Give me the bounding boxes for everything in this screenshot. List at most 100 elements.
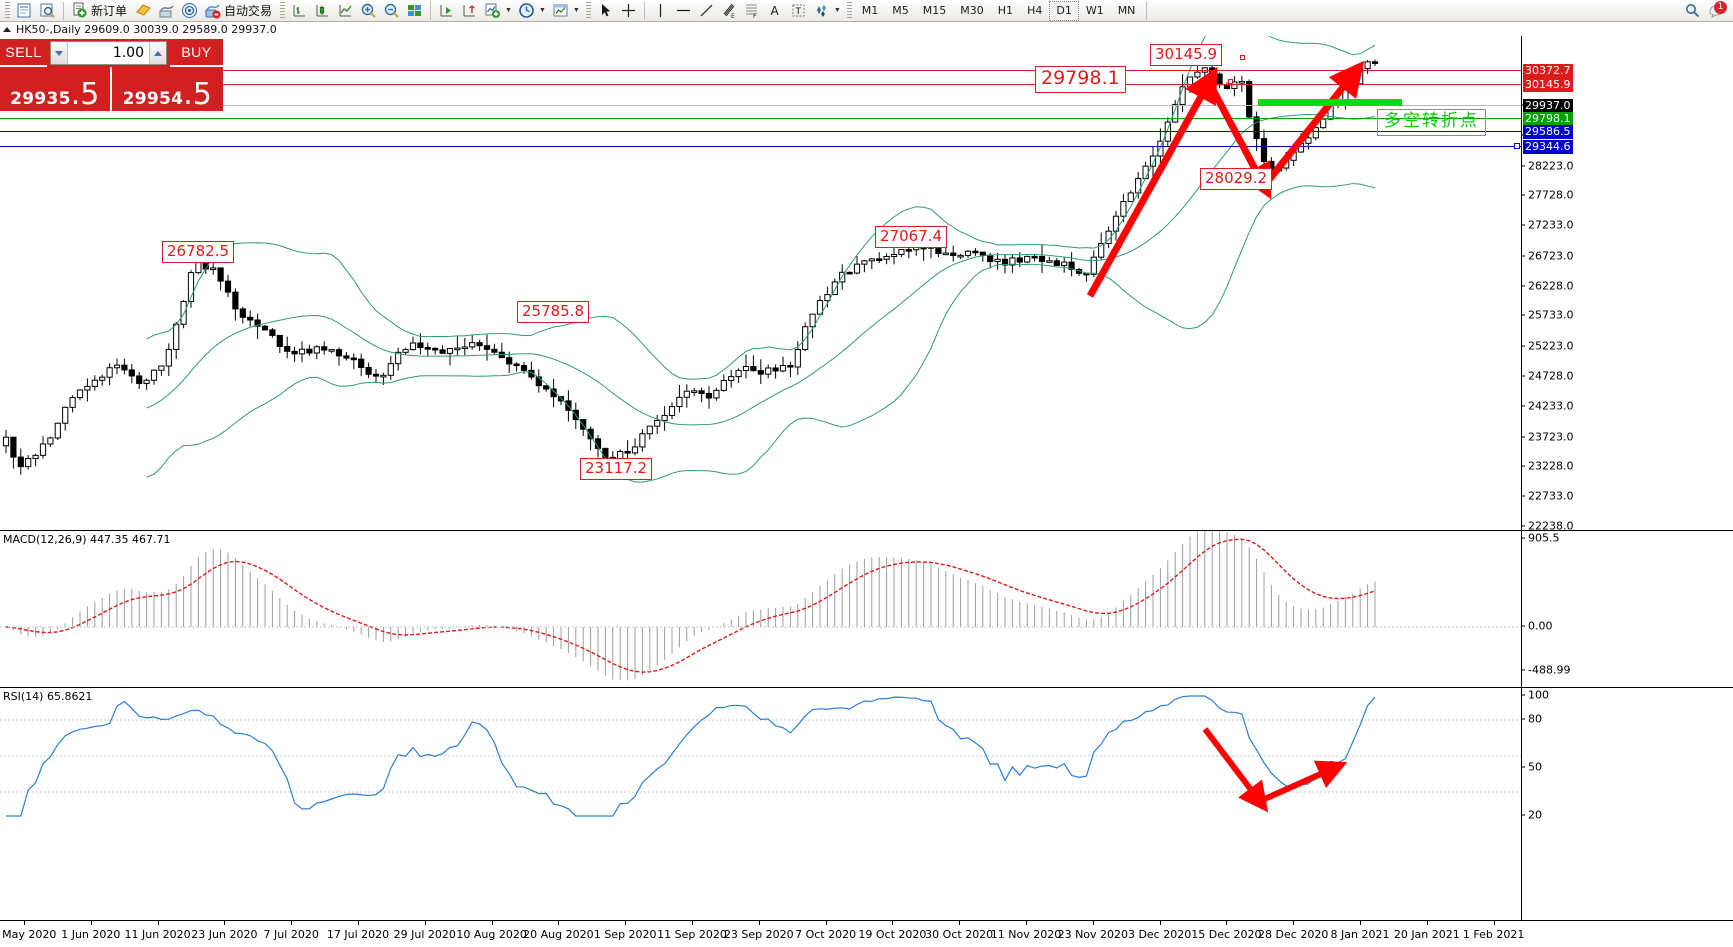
toolbar-grip[interactable] xyxy=(5,1,10,20)
annotation-28029-2[interactable]: 28029.2 xyxy=(1200,168,1273,190)
text-icon[interactable]: A xyxy=(764,1,787,21)
timeframe-m1[interactable]: M1 xyxy=(861,4,879,17)
sell-price[interactable]: 29935 .5 xyxy=(0,67,112,111)
signals-icon[interactable] xyxy=(178,1,201,21)
rsi-pane[interactable]: RSI(14) 65.8621 xyxy=(0,687,1733,920)
timeframe-w1[interactable]: W1 xyxy=(1085,4,1104,17)
annotation-25785-8[interactable]: 25785.8 xyxy=(517,301,590,323)
cursor-icon[interactable] xyxy=(594,1,617,21)
date-label: 11 Jun 2020 xyxy=(124,928,191,941)
level-29344-6-label[interactable]: 29344.6 xyxy=(1523,140,1573,154)
level-30145-9-line xyxy=(0,84,1521,85)
level-30372-7-line xyxy=(0,70,1521,71)
date-label: 19 Oct 2020 xyxy=(858,928,927,941)
equidistant-channel-icon[interactable]: E xyxy=(718,1,741,21)
date-tick xyxy=(157,921,159,925)
expert-advisors-icon[interactable] xyxy=(155,1,178,21)
sell-price-fraction: .5 xyxy=(70,77,100,113)
collapse-triangle-icon[interactable] xyxy=(3,27,11,32)
chevron-down-icon-4[interactable]: ▼ xyxy=(833,7,841,14)
date-tick xyxy=(825,921,827,925)
bar-chart-icon[interactable] xyxy=(288,1,311,21)
timeframe-mn[interactable]: MN xyxy=(1117,4,1136,17)
volume-field-wrap: 1.00 xyxy=(47,39,170,67)
macd-label: MACD(12,26,9) 447.35 467.71 xyxy=(3,533,171,546)
date-label: 23 Jun 2020 xyxy=(191,928,258,941)
date-tick xyxy=(1426,921,1428,925)
highlight-bar xyxy=(1258,99,1402,106)
annotation-30145-9[interactable]: 30145.9 xyxy=(1150,44,1223,66)
annotation-23117-2[interactable]: 23117.2 xyxy=(580,458,653,480)
date-tick xyxy=(1360,921,1361,925)
text-label-icon[interactable]: T xyxy=(787,1,810,21)
notifications-icon[interactable]: 1 xyxy=(1704,0,1727,21)
toolbar-grip-4[interactable] xyxy=(846,1,852,20)
level-30372-7-label[interactable]: 30372.7 xyxy=(1523,64,1573,78)
level-29798-1-label[interactable]: 29798.1 xyxy=(1523,112,1573,126)
zoom-in-icon[interactable] xyxy=(357,1,380,21)
timeframe-m15[interactable]: M15 xyxy=(922,4,947,17)
timeframe-m30[interactable]: M30 xyxy=(960,4,984,17)
date-tick xyxy=(758,921,760,925)
trendline-icon[interactable] xyxy=(695,1,718,21)
chart-shift-icon[interactable] xyxy=(458,1,481,21)
timeframe-d1[interactable]: D1 xyxy=(1049,0,1079,21)
timeframe-m5[interactable]: M5 xyxy=(892,4,909,17)
level-29798-1-line xyxy=(0,118,1521,119)
terminal-icon[interactable] xyxy=(13,1,36,21)
price-tick: 26228.0 xyxy=(1521,279,1574,292)
data-window-icon[interactable] xyxy=(36,1,59,21)
price-pane[interactable] xyxy=(0,36,1733,526)
level-last-price-label[interactable]: 29937.0 xyxy=(1523,99,1573,113)
line-chart-icon[interactable] xyxy=(334,1,357,21)
date-label: 28 Dec 2020 xyxy=(1258,928,1329,941)
one-click-trade-panel[interactable]: SELL 1.00 BUY 29935 .5 29954 .5 xyxy=(0,39,223,111)
auto-trading-button[interactable]: 自动交易 xyxy=(201,1,277,21)
volume-input[interactable]: 1.00 xyxy=(112,45,144,61)
level-29586-5-label[interactable]: 29586.5 xyxy=(1523,125,1573,139)
tile-windows-icon[interactable] xyxy=(403,1,426,21)
search-icon[interactable] xyxy=(1681,1,1704,21)
templates-icon[interactable]: ▼ xyxy=(549,1,583,21)
shapes-icon[interactable]: ▼ xyxy=(810,1,844,21)
annotation-27067-4[interactable]: 27067.4 xyxy=(875,226,948,248)
annotation-26782-5[interactable]: 26782.5 xyxy=(162,241,235,263)
metaeditor-icon[interactable] xyxy=(132,1,155,21)
chevron-down-icon-2[interactable]: ▼ xyxy=(538,7,546,14)
chart-canvas[interactable]: 29228.028733.028223.027728.027233.026723… xyxy=(0,36,1733,920)
timeframe-h1[interactable]: H1 xyxy=(997,4,1014,17)
date-tick xyxy=(491,921,493,925)
volume-decrement-button[interactable] xyxy=(51,42,68,64)
chevron-down-icon[interactable]: ▼ xyxy=(505,7,512,14)
date-tick xyxy=(1493,921,1495,925)
toolbar-grip-2[interactable] xyxy=(280,1,286,20)
vertical-line-icon[interactable] xyxy=(649,1,672,21)
period-clock-icon[interactable]: ▼ xyxy=(515,1,549,21)
level-30145-9-label[interactable]: 30145.9 xyxy=(1523,78,1573,92)
add-indicator-icon[interactable]: ▼ xyxy=(481,1,515,21)
crosshair-icon[interactable] xyxy=(617,1,640,21)
zoom-out-icon[interactable] xyxy=(380,1,403,21)
volume-increment-button[interactable] xyxy=(149,42,166,64)
horizontal-line-icon[interactable] xyxy=(672,1,695,21)
toolbar-grip-3[interactable] xyxy=(585,1,591,20)
price-tick: 27233.0 xyxy=(1521,219,1574,232)
auto-scroll-icon[interactable] xyxy=(435,1,458,21)
macd-pane[interactable]: MACD(12,26,9) 447.35 467.71 xyxy=(0,530,1733,685)
timeframe-h4[interactable]: H4 xyxy=(1027,4,1043,17)
price-tick: 23228.0 xyxy=(1521,460,1574,473)
date-label: 11 Nov 2020 xyxy=(990,928,1062,941)
date-tick xyxy=(90,921,92,925)
buy-price[interactable]: 29954 .5 xyxy=(111,67,223,111)
new-order-button[interactable]: 新订单 xyxy=(68,1,132,21)
sell-button[interactable]: SELL xyxy=(0,39,47,67)
date-tick xyxy=(1092,921,1094,925)
candlestick-chart-icon[interactable] xyxy=(311,1,334,21)
annotation-turning-point[interactable]: 多空转折点 xyxy=(1377,109,1486,136)
fibonacci-icon[interactable]: F xyxy=(741,1,764,21)
buy-button[interactable]: BUY xyxy=(170,39,223,67)
annotation-29798-1[interactable]: 29798.1 xyxy=(1035,66,1126,93)
line-drag-handle[interactable] xyxy=(1514,143,1520,149)
toolbar-separator-4 xyxy=(643,1,645,20)
chevron-down-icon-3[interactable]: ▼ xyxy=(572,7,580,14)
